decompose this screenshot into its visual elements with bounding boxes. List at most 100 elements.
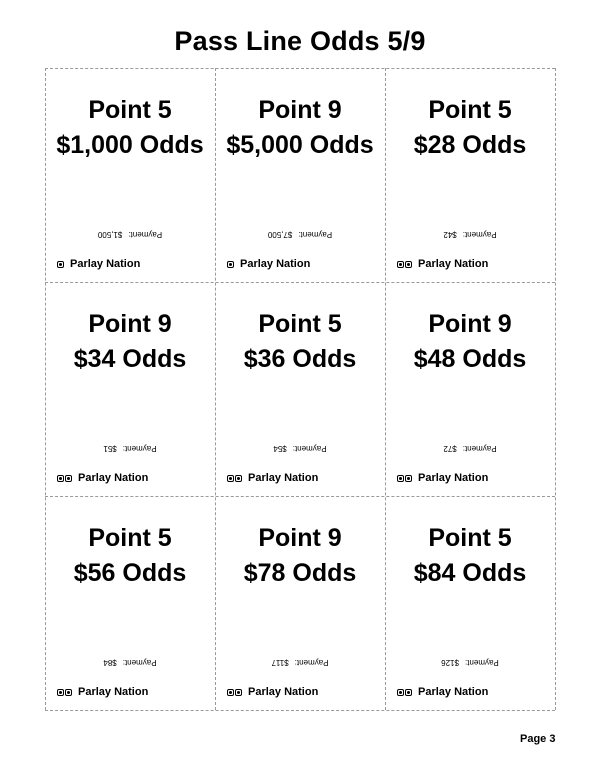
brand-name: Parlay Nation (78, 472, 149, 484)
card-odds: $36 Odds (243, 345, 357, 373)
dice-icon (397, 260, 413, 268)
cut-line-right (555, 68, 556, 710)
odds-card: Point 9 $34 Odds Payment: $51 Parlay Nation (45, 282, 215, 496)
die-icon (397, 688, 404, 696)
die-icon (397, 474, 404, 482)
card-payment: Payment: $126 (385, 658, 555, 667)
card-odds: $1,000 Odds (56, 131, 204, 159)
card-odds: $78 Odds (243, 559, 357, 587)
card-odds: $84 Odds (413, 559, 527, 587)
card-payment: Payment: $51 (45, 444, 215, 453)
card-point: Point 5 (258, 310, 342, 338)
die-icon (235, 688, 242, 696)
die-icon (65, 688, 72, 696)
dice-icon (227, 688, 243, 696)
brand: Parlay Nation (57, 686, 148, 698)
brand: Parlay Nation (227, 472, 318, 484)
dice-icon (57, 260, 65, 268)
payment-value: $54 (273, 444, 287, 453)
brand-name: Parlay Nation (78, 686, 149, 698)
card-point: Point 5 (428, 524, 512, 552)
cut-line-left (45, 68, 46, 710)
page-number: Page 3 (520, 733, 556, 745)
card-point: Point 9 (428, 310, 512, 338)
die-icon (227, 260, 234, 268)
card-payment: Payment: $117 (215, 658, 385, 667)
die-icon (405, 260, 412, 268)
dice-icon (227, 260, 235, 268)
brand-name: Parlay Nation (418, 686, 489, 698)
card-point: Point 9 (88, 310, 172, 338)
payment-value: $126 (441, 658, 459, 667)
die-icon (397, 260, 404, 268)
brand: Parlay Nation (227, 686, 318, 698)
cut-line-bottom (45, 710, 555, 711)
odds-card: Point 5 $28 Odds Payment: $42 Parlay Nation (385, 68, 555, 282)
card-point: Point 5 (88, 96, 172, 124)
payment-label: Payment: (294, 658, 329, 667)
die-icon (227, 474, 234, 482)
brand: Parlay Nation (397, 472, 488, 484)
brand: Parlay Nation (227, 258, 310, 270)
payment-value: $72 (443, 444, 457, 453)
odds-card: Point 9 $5,000 Odds Payment: $7,500 Parlay N… (215, 68, 385, 282)
payment-label: Payment: (128, 230, 163, 239)
brand-name: Parlay Nation (418, 258, 489, 270)
brand-name: Parlay Nation (70, 258, 141, 270)
cut-line-col-2 (385, 68, 386, 710)
dice-icon (57, 688, 73, 696)
die-icon (405, 474, 412, 482)
odds-card: Point 9 $78 Odds Payment: $117 Parlay Nation (215, 496, 385, 710)
payment-value: $84 (103, 658, 117, 667)
card-point: Point 5 (88, 524, 172, 552)
card-payment: Payment: $42 (385, 230, 555, 239)
payment-value: $117 (271, 658, 289, 667)
die-icon (57, 260, 64, 268)
payment-label: Payment: (292, 444, 327, 453)
odds-card: Point 5 $84 Odds Payment: $126 Parlay Nation (385, 496, 555, 710)
brand-name: Parlay Nation (248, 686, 319, 698)
cut-line-row-1 (45, 282, 555, 283)
dice-icon (227, 474, 243, 482)
card-odds: $28 Odds (413, 131, 527, 159)
dice-icon (397, 688, 413, 696)
payment-label: Payment: (122, 444, 157, 453)
brand-name: Parlay Nation (240, 258, 311, 270)
cut-line-top (45, 68, 555, 69)
card-point: Point 5 (428, 96, 512, 124)
odds-card: Point 5 $56 Odds Payment: $84 Parlay Nation (45, 496, 215, 710)
die-icon (57, 474, 64, 482)
brand: Parlay Nation (57, 472, 148, 484)
dice-icon (57, 474, 73, 482)
card-point: Point 9 (258, 524, 342, 552)
odds-card: Point 5 $36 Odds Payment: $54 Parlay Nation (215, 282, 385, 496)
die-icon (65, 474, 72, 482)
dice-icon (397, 474, 413, 482)
brand-name: Parlay Nation (418, 472, 489, 484)
payment-value: $7,500 (267, 230, 293, 239)
card-odds: $48 Odds (413, 345, 527, 373)
payment-label: Payment: (465, 658, 499, 667)
page-title: Pass Line Odds 5/9 (174, 26, 426, 56)
cut-line-col-1 (215, 68, 216, 710)
die-icon (405, 688, 412, 696)
card-odds: $56 Odds (73, 559, 187, 587)
card-point: Point 9 (258, 96, 342, 124)
card-payment: Payment: $54 (215, 444, 385, 453)
payment-label: Payment: (462, 444, 497, 453)
brand-name: Parlay Nation (248, 472, 319, 484)
cut-line-row-2 (45, 496, 555, 497)
brand: Parlay Nation (397, 686, 488, 698)
die-icon (57, 688, 64, 696)
payment-value: $51 (103, 444, 117, 453)
die-icon (235, 474, 242, 482)
card-odds: $5,000 Odds (226, 131, 374, 159)
odds-card: Point 5 $1,000 Odds Payment: $1,500 Parlay N… (45, 68, 215, 282)
card-odds: $34 Odds (73, 345, 187, 373)
card-payment: Payment: $7,500 (215, 230, 385, 239)
payment-value: $1,500 (97, 230, 123, 239)
die-icon (227, 688, 234, 696)
payment-label: Payment: (122, 658, 157, 667)
payment-label: Payment: (462, 230, 497, 239)
payment-value: $42 (443, 230, 457, 239)
